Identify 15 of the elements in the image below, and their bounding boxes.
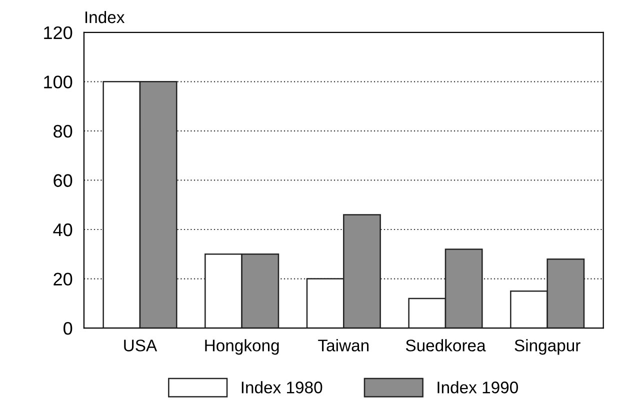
y-tick-label: 20 — [54, 272, 72, 286]
y-tick-label: 60 — [54, 174, 72, 187]
x-tick-label: USA — [124, 340, 158, 352]
legend-label: Index 1990 — [438, 381, 518, 394]
x-tick-label: Singapur — [514, 339, 580, 355]
y-tick-label: 0 — [64, 322, 72, 335]
y-tick-label: 120 — [44, 26, 72, 40]
x-tick-label: Taiwan — [318, 339, 369, 352]
legend-label: Index 1980 — [242, 381, 322, 394]
y-tick-label: 40 — [53, 223, 72, 236]
x-tick-label: Hongkong — [205, 339, 279, 355]
x-tick-label: Suedkorea — [406, 339, 486, 352]
y-axis-title: Index — [86, 10, 125, 24]
y-tick-label: 80 — [54, 124, 72, 138]
y-tick-label: 100 — [44, 76, 72, 88]
